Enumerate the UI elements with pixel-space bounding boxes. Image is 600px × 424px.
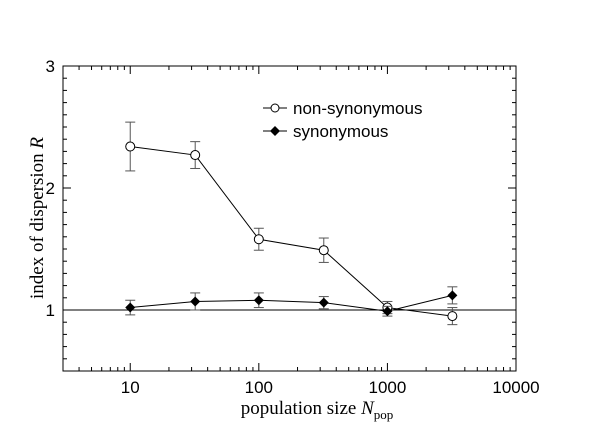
y-axis-label-main: index of dispersion [27,149,48,299]
data-point-non-synonymous [318,245,329,256]
series-line-non-synonymous [130,146,453,317]
data-point-non-synonymous [190,150,201,161]
y-tick-label: 1 [46,301,55,320]
data-point-non-synonymous [253,234,264,245]
x-tick-label: 10 [121,378,140,397]
data-point-synonymous [190,296,201,307]
legend-label-non-synonymous: non-synonymous [293,99,422,118]
x-axis-ticks: 10 100 1000 10000 [62,66,540,397]
x-axis-label-var: N [360,398,375,419]
legend-marker-synonymous [270,126,280,136]
data-point-synonymous [447,290,458,301]
data-point-non-synonymous [447,311,458,322]
data-point-synonymous [253,295,264,306]
y-tick-label: 3 [46,57,55,76]
y-axis-label: index of dispersion R [27,137,48,299]
x-axis-label-main: population size [241,398,361,419]
plot-frame [62,65,517,372]
data-point-synonymous [318,297,329,308]
legend-marker-non-synonymous [270,103,280,113]
x-tick-label: 1000 [368,378,406,397]
x-axis-label-sub: pop [374,407,394,422]
y-axis-ticks: 1 2 3 [46,57,516,372]
series-layer [125,121,458,326]
y-tick-label: 2 [46,179,55,198]
x-axis-label: population size Npop [241,398,394,422]
series-line-synonymous [130,294,453,312]
x-tick-label: 100 [245,378,273,397]
data-point-synonymous [382,306,393,317]
x-tick-label: 10000 [492,378,539,397]
data-point-synonymous [125,302,136,313]
data-point-non-synonymous [125,141,136,152]
y-axis-label-var: R [27,137,48,150]
legend-label-synonymous: synonymous [293,122,388,141]
legend: non-synonymous synonymous [263,99,422,141]
